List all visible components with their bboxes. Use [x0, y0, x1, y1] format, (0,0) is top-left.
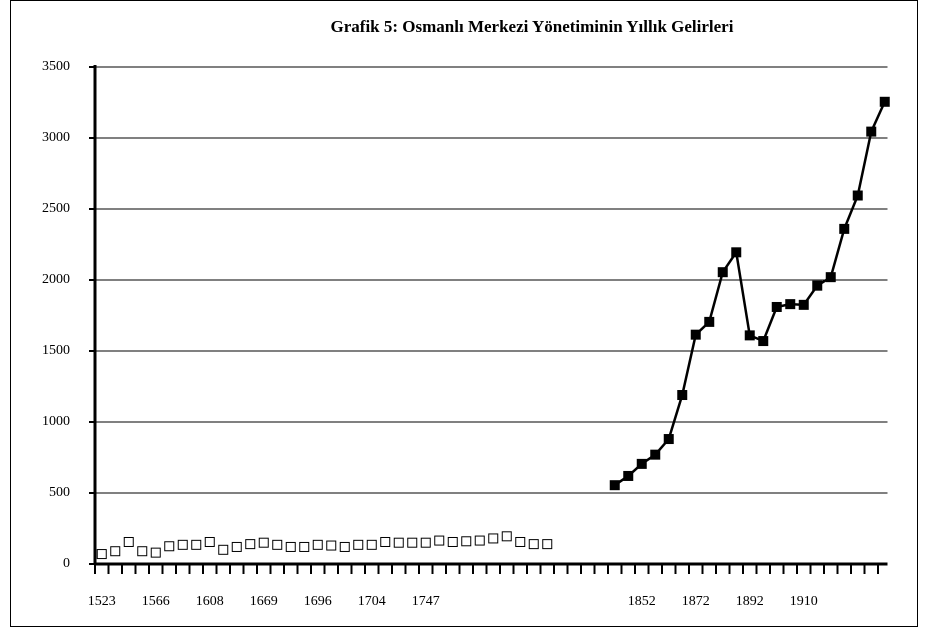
marker: [393, 537, 404, 548]
marker: [744, 330, 755, 341]
marker: [528, 539, 539, 550]
marker: [164, 541, 175, 552]
marker: [866, 126, 877, 137]
marker: [245, 539, 256, 550]
marker: [501, 531, 512, 542]
x-tick-label: 1523: [88, 594, 116, 609]
marker: [758, 336, 769, 347]
marker: [380, 536, 391, 547]
marker: [231, 541, 242, 552]
marker: [825, 272, 836, 283]
marker: [852, 190, 863, 201]
y-tick-label: 1500: [42, 343, 70, 358]
marker: [447, 536, 458, 547]
x-tick-label: 1669: [250, 594, 278, 609]
marker: [123, 536, 134, 547]
x-tick-label: 1872: [682, 594, 710, 609]
y-tick-label: 3000: [42, 130, 70, 145]
marker: [798, 299, 809, 310]
x-tick-label: 1747: [412, 594, 440, 609]
y-tick-label: 3500: [42, 59, 70, 74]
marker: [218, 544, 229, 555]
marker: [339, 541, 350, 552]
y-tick-label: 0: [63, 556, 70, 571]
x-tick-label: 1852: [628, 594, 656, 609]
chart-title: Grafik 5: Osmanlı Merkezi Yönetiminin Yı…: [331, 17, 734, 36]
marker: [326, 540, 337, 551]
marker: [704, 316, 715, 327]
marker: [717, 267, 728, 278]
marker: [204, 536, 215, 547]
marker: [663, 434, 674, 445]
series-line: [614, 101, 886, 487]
marker: [420, 537, 431, 548]
marker: [677, 390, 688, 401]
x-tick-label: 1704: [358, 594, 386, 609]
marker: [110, 546, 121, 557]
x-tick-label: 1608: [196, 594, 224, 609]
marker: [191, 539, 202, 550]
x-tick-label: 1892: [736, 594, 764, 609]
marker: [353, 539, 364, 550]
chart-frame: [10, 0, 918, 627]
x-tick-label: 1696: [304, 594, 332, 609]
marker: [177, 539, 188, 550]
marker: [434, 535, 445, 546]
marker: [474, 535, 485, 546]
marker: [150, 547, 161, 558]
marker: [812, 280, 823, 291]
marker: [542, 539, 553, 550]
marker: [312, 539, 323, 550]
marker: [272, 539, 283, 550]
x-tick-label: 1566: [142, 594, 170, 609]
marker: [879, 96, 890, 107]
marker: [515, 536, 526, 547]
marker: [650, 449, 661, 460]
y-tick-label: 1000: [42, 414, 70, 429]
marker: [488, 533, 499, 544]
marker: [366, 539, 377, 550]
marker: [258, 537, 269, 548]
marker: [96, 549, 107, 560]
marker: [461, 536, 472, 547]
marker: [636, 458, 647, 469]
y-tick-label: 500: [49, 485, 70, 500]
marker: [137, 546, 148, 557]
marker: [785, 299, 796, 310]
marker: [285, 541, 296, 552]
marker: [609, 480, 620, 491]
y-tick-label: 2500: [42, 201, 70, 216]
marker: [299, 541, 310, 552]
marker: [407, 537, 418, 548]
marker: [839, 223, 850, 234]
y-tick-label: 2000: [42, 272, 70, 287]
marker: [690, 329, 701, 340]
marker: [731, 247, 742, 258]
marker: [771, 301, 782, 312]
x-tick-label: 1910: [790, 594, 818, 609]
marker: [623, 470, 634, 481]
